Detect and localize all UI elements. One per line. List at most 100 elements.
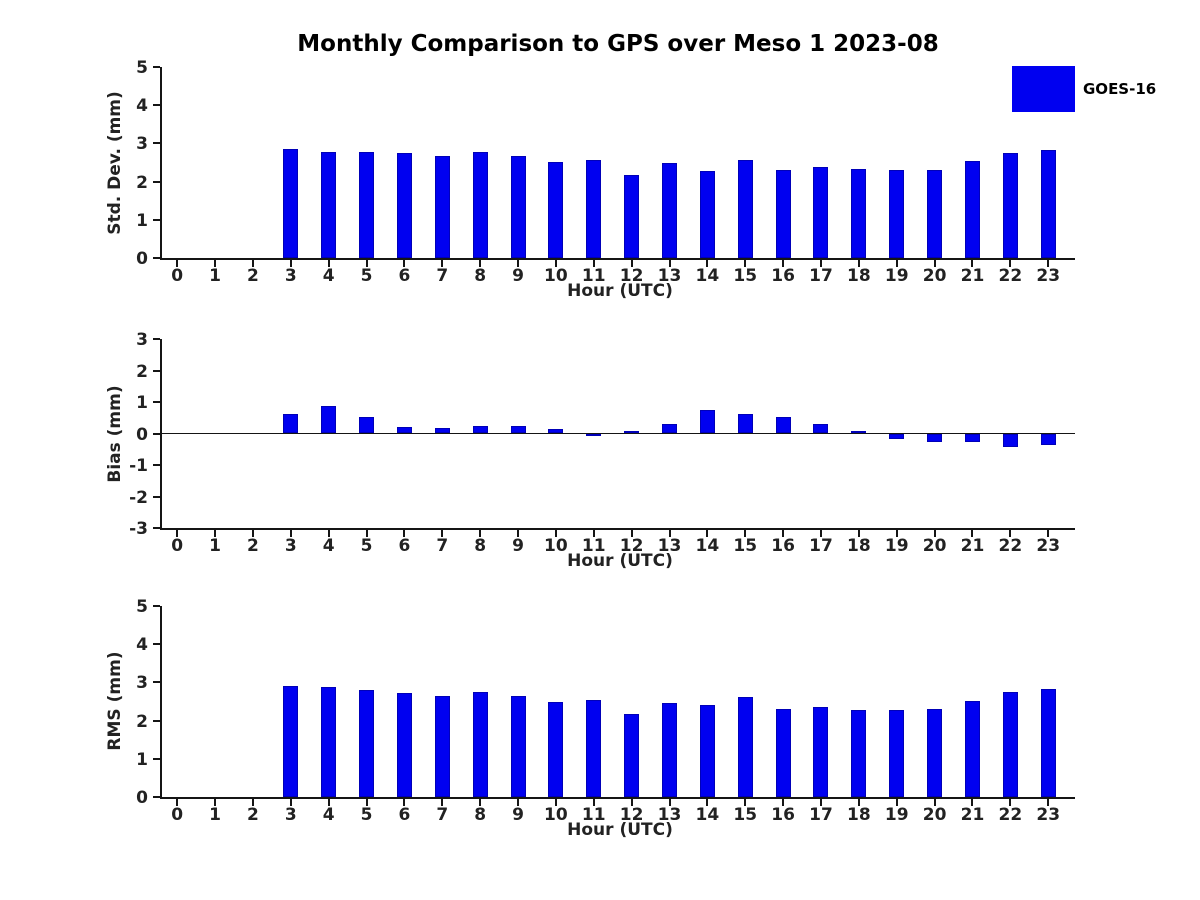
x-tick [441, 260, 444, 267]
y-tick [153, 104, 160, 107]
x-axis-spine [160, 528, 1075, 530]
x-tick [857, 260, 860, 267]
bar-hour-13 [662, 702, 677, 797]
x-tick-label: 17 [809, 536, 833, 556]
x-tick [289, 799, 292, 806]
y-axis-label-bias: Bias (mm) [105, 385, 125, 483]
bar-hour-11 [586, 699, 602, 797]
y-tick-label: -1 [129, 456, 148, 476]
x-tick-label: 5 [360, 536, 373, 556]
x-tick-label: 15 [733, 536, 758, 556]
x-tick [592, 799, 595, 806]
x-tick [251, 530, 254, 537]
y-tick-label: 1 [136, 210, 148, 231]
x-tick [782, 260, 785, 267]
bar-hour-17 [813, 424, 829, 434]
bar-hour-17 [813, 166, 829, 258]
x-axis-spine [160, 797, 1075, 799]
x-tick [214, 799, 217, 806]
x-tick [554, 799, 557, 806]
x-tick [971, 260, 974, 267]
x-tick [668, 260, 671, 267]
y-tick-label: 2 [136, 361, 148, 382]
bar-hour-23 [1040, 688, 1056, 797]
x-tick [895, 260, 898, 267]
x-tick [933, 260, 936, 267]
bar-hour-9 [510, 156, 526, 258]
y-tick-label: 5 [136, 597, 148, 617]
y-tick [153, 757, 160, 760]
bar-hour-21 [964, 700, 980, 797]
x-tick-label: 19 [884, 266, 909, 286]
bar-hour-7 [434, 428, 450, 434]
x-tick [441, 799, 444, 806]
bar-hour-5 [359, 416, 375, 434]
x-tick-label: 14 [695, 805, 720, 825]
x-tick [1047, 530, 1050, 537]
x-tick-label: 19 [884, 536, 909, 556]
x-tick [895, 799, 898, 806]
bar-hour-7 [434, 696, 450, 797]
x-tick-label: 10 [544, 805, 568, 825]
x-tick-label: 21 [960, 536, 985, 556]
x-axis-label-rms: Hour (UTC) [567, 820, 673, 840]
bar-hour-20 [927, 169, 943, 258]
y-tick [153, 796, 160, 798]
x-tick [706, 799, 709, 806]
bar-hour-20 [927, 709, 943, 797]
x-tick [365, 260, 368, 267]
x-tick [327, 799, 330, 806]
x-tick [176, 530, 179, 537]
x-tick [933, 530, 936, 537]
x-tick [251, 799, 254, 806]
bar-hour-4 [321, 406, 337, 434]
x-tick [1009, 799, 1012, 806]
bar-hour-4 [321, 152, 337, 258]
x-tick-label: 17 [809, 805, 833, 825]
x-tick [933, 799, 936, 806]
bar-hour-21 [964, 433, 980, 442]
x-tick [479, 260, 482, 267]
bar-hour-5 [359, 152, 375, 258]
x-tick [289, 260, 292, 267]
y-tick [153, 719, 160, 722]
bar-hour-14 [699, 705, 715, 797]
x-tick-label: 8 [474, 536, 487, 556]
bar-hour-5 [359, 690, 375, 797]
x-tick-label: 10 [544, 266, 568, 286]
legend-label-goes16: GOES-16 [1083, 80, 1157, 98]
x-tick-label: 14 [695, 536, 720, 556]
bar-hour-19 [889, 169, 905, 258]
x-tick-label: 7 [436, 266, 449, 286]
x-tick-label: 17 [809, 266, 833, 286]
y-axis-spine [160, 606, 162, 799]
bar-hour-12 [624, 714, 640, 797]
zero-line [162, 433, 1075, 434]
x-tick-label: 20 [922, 805, 947, 825]
y-tick-label: 3 [136, 673, 148, 694]
y-tick [153, 464, 160, 466]
y-tick-label: 4 [136, 96, 148, 117]
x-tick [479, 799, 482, 806]
bar-hour-15 [737, 413, 753, 434]
y-tick-label: -3 [129, 519, 148, 539]
x-tick-label: 0 [171, 805, 184, 825]
x-tick [479, 530, 482, 537]
x-tick-label: 20 [922, 266, 947, 286]
bar-hour-11 [586, 433, 602, 436]
y-tick [153, 142, 160, 145]
x-tick [251, 260, 254, 267]
bar-hour-18 [851, 168, 867, 258]
x-tick-label: 4 [322, 536, 335, 556]
x-tick-label: 21 [960, 805, 985, 825]
bar-hour-8 [472, 692, 488, 797]
bar-hour-19 [889, 433, 905, 440]
x-tick [782, 799, 785, 806]
x-tick-label: 9 [512, 805, 524, 825]
bar-hour-16 [775, 169, 791, 258]
bar-hour-9 [510, 696, 526, 797]
x-tick [214, 530, 217, 537]
bar-hour-16 [775, 417, 791, 434]
bar-hour-4 [321, 686, 337, 797]
y-axis-spine [160, 67, 162, 260]
